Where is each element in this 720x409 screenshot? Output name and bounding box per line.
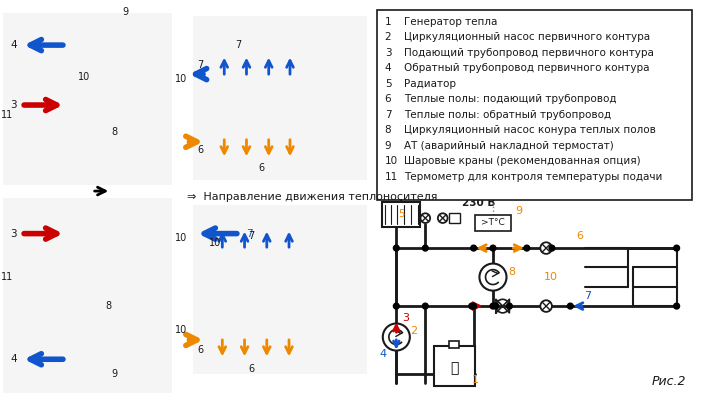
Text: Обратный трубопровод первичного контура: Обратный трубопровод первичного контура: [404, 63, 649, 73]
Circle shape: [540, 242, 552, 254]
Text: Радиатор: Радиатор: [404, 79, 456, 89]
Text: 5: 5: [384, 79, 392, 89]
Text: 5: 5: [398, 209, 404, 219]
Text: 10: 10: [175, 234, 187, 243]
Circle shape: [471, 303, 477, 309]
Text: 6: 6: [197, 345, 203, 355]
Circle shape: [674, 303, 680, 309]
Bar: [449, 341, 459, 348]
Circle shape: [438, 213, 448, 223]
Circle shape: [674, 245, 680, 251]
Text: Генератор тепла: Генератор тепла: [404, 17, 498, 27]
Bar: [3, 13, 172, 185]
Text: 3: 3: [402, 313, 410, 323]
Text: 4: 4: [10, 40, 17, 50]
Text: 9: 9: [122, 7, 129, 17]
Circle shape: [480, 263, 506, 291]
Circle shape: [393, 245, 399, 251]
Text: 11: 11: [1, 110, 13, 120]
Text: 11: 11: [1, 272, 13, 282]
Circle shape: [540, 300, 552, 312]
Text: 7: 7: [235, 40, 242, 50]
Text: 8: 8: [384, 125, 392, 135]
Text: 4: 4: [384, 63, 392, 73]
Text: 4: 4: [379, 349, 387, 360]
Circle shape: [549, 245, 555, 251]
Bar: [382, 202, 420, 227]
Text: 2: 2: [410, 326, 418, 336]
Circle shape: [383, 324, 410, 351]
Bar: [194, 204, 367, 374]
Text: Теплые полы: подающий трубопровод: Теплые полы: подающий трубопровод: [404, 94, 616, 104]
Text: 7: 7: [246, 229, 253, 238]
Text: 6: 6: [197, 146, 203, 155]
Circle shape: [490, 303, 496, 309]
Text: 7: 7: [384, 110, 392, 120]
Text: 4: 4: [10, 354, 17, 364]
Text: Циркуляционный насос конура теплых полов: Циркуляционный насос конура теплых полов: [404, 125, 656, 135]
Text: 1: 1: [384, 17, 392, 27]
Text: 10: 10: [78, 72, 90, 82]
Text: 10: 10: [544, 272, 558, 282]
Circle shape: [469, 303, 474, 309]
Text: ⇒  Направление движения теплоносителя: ⇒ Направление движения теплоносителя: [186, 192, 437, 202]
Text: 230 В: 230 В: [462, 198, 495, 208]
Text: 6: 6: [258, 163, 264, 173]
Text: 9: 9: [516, 207, 523, 216]
Text: 6: 6: [577, 231, 583, 241]
Text: 6: 6: [248, 364, 254, 374]
Text: Термометр для контроля температуры подачи: Термометр для контроля температуры подач…: [404, 171, 662, 182]
Text: 10: 10: [209, 238, 221, 248]
Circle shape: [506, 303, 513, 309]
Circle shape: [490, 245, 496, 251]
Text: 7: 7: [248, 231, 254, 240]
Text: 10: 10: [175, 74, 187, 84]
Text: 8: 8: [105, 301, 112, 311]
Text: Циркуляционный насос первичного контура: Циркуляционный насос первичного контура: [404, 32, 650, 43]
Text: АТ (аварийный накладной термостат): АТ (аварийный накладной термостат): [404, 141, 613, 151]
Circle shape: [493, 303, 499, 309]
Text: 9: 9: [111, 369, 117, 379]
Circle shape: [423, 303, 428, 309]
Text: Шаровые краны (рекомендованная опция): Шаровые краны (рекомендованная опция): [404, 156, 641, 166]
Bar: [474, 215, 511, 231]
Bar: [377, 10, 692, 200]
Text: Теплые полы: обратный трубопровод: Теплые полы: обратный трубопровод: [404, 110, 611, 120]
Circle shape: [420, 213, 430, 223]
Text: 3: 3: [384, 48, 392, 58]
Circle shape: [393, 303, 399, 309]
Text: 🔥: 🔥: [450, 361, 459, 375]
Circle shape: [471, 245, 477, 251]
Text: 3: 3: [10, 229, 17, 238]
Text: 2: 2: [384, 32, 392, 43]
Text: >T°C: >T°C: [481, 218, 505, 227]
Bar: [194, 16, 367, 180]
Text: 6: 6: [384, 94, 392, 104]
Circle shape: [423, 245, 428, 251]
Text: 8: 8: [508, 267, 515, 277]
Text: 3: 3: [10, 100, 17, 110]
Text: 10: 10: [175, 325, 187, 335]
Text: 11: 11: [384, 171, 398, 182]
Text: 7: 7: [197, 61, 203, 70]
Text: Рис.2: Рис.2: [652, 375, 686, 388]
Bar: [3, 198, 172, 393]
Text: 9: 9: [384, 141, 392, 151]
Text: Подающий трубопровод первичного контура: Подающий трубопровод первичного контура: [404, 48, 654, 58]
Text: 8: 8: [111, 127, 117, 137]
Text: 1: 1: [472, 375, 479, 384]
Text: 7: 7: [584, 292, 591, 301]
Bar: [434, 346, 474, 387]
Circle shape: [524, 245, 530, 251]
Circle shape: [567, 303, 573, 309]
Bar: [449, 213, 460, 223]
Text: 10: 10: [384, 156, 398, 166]
